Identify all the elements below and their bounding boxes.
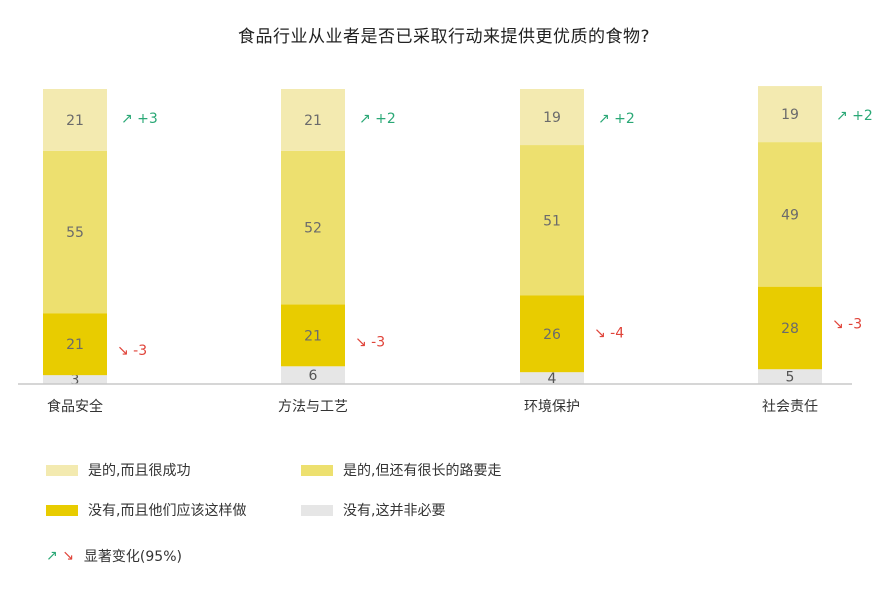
bar-segment — [758, 369, 822, 384]
bar-segment — [758, 286, 822, 370]
bar-segment — [43, 375, 107, 384]
category-label: 社会责任 — [762, 399, 818, 415]
bar-segment — [43, 313, 107, 376]
bar-segment — [520, 89, 584, 146]
data-label: 28 — [781, 321, 799, 337]
bar-segment — [758, 142, 822, 287]
category-label: 食品安全 — [47, 398, 103, 415]
data-label: 26 — [543, 327, 561, 343]
change-label: ↗ +2 — [359, 111, 396, 127]
bar-segment — [520, 145, 584, 296]
change-label: ↗ +2 — [836, 108, 873, 124]
data-label: 21 — [66, 337, 84, 353]
data-label: 51 — [543, 213, 561, 229]
data-label: 5 — [786, 370, 795, 386]
bar-segment — [43, 150, 107, 314]
bar-segment — [520, 372, 584, 384]
change-label: ↘ -3 — [355, 334, 385, 350]
bar-segment — [281, 150, 345, 305]
data-label: 3 — [71, 373, 80, 389]
data-label: 21 — [66, 113, 84, 129]
data-label: 49 — [781, 207, 799, 223]
category-label: 环境保护 — [524, 399, 580, 415]
change-label: ↘ -4 — [594, 326, 624, 342]
data-label: 55 — [66, 225, 84, 241]
bar-segment — [281, 304, 345, 367]
bar-segment — [520, 295, 584, 373]
change-label: ↘ -3 — [117, 343, 147, 359]
data-label: 19 — [543, 110, 561, 126]
data-label: 21 — [304, 113, 322, 129]
chart-title: 食品行业从业者是否已采取行动来提供更优质的食物? — [237, 27, 651, 47]
data-label: 21 — [304, 328, 322, 344]
change-label: ↗ +3 — [121, 111, 158, 127]
bar-segment — [281, 366, 345, 384]
data-label: 19 — [781, 107, 799, 123]
data-label: 6 — [309, 368, 318, 384]
data-label: 52 — [304, 221, 322, 237]
bar-segment — [758, 86, 822, 143]
change-label: ↗ +2 — [598, 111, 635, 127]
data-label: 4 — [548, 371, 557, 387]
change-label: ↘ -3 — [832, 317, 862, 333]
bar-segment — [43, 89, 107, 151]
category-label: 方法与工艺 — [278, 399, 348, 415]
bar-segment — [281, 89, 345, 151]
